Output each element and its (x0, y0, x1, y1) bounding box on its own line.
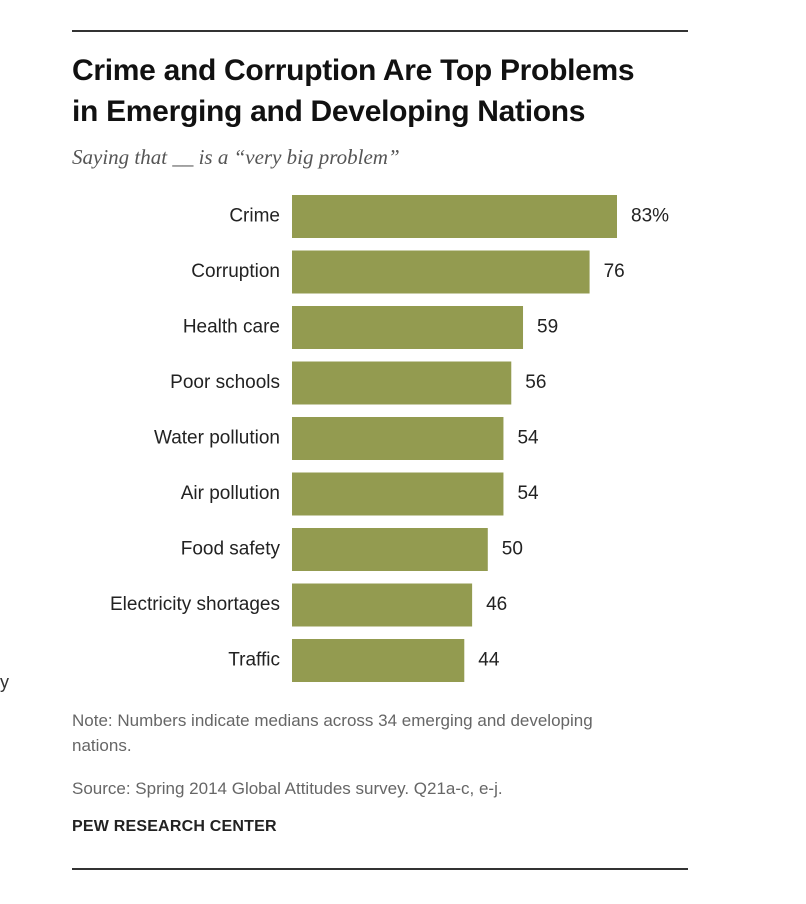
chart-title-line-2: in Emerging and Developing Nations (72, 95, 586, 128)
value-label-traffic: 44 (478, 650, 500, 671)
top-rule (72, 30, 688, 32)
category-label-poor-schools: Poor schools (170, 372, 280, 393)
bar-corruption (292, 250, 590, 294)
stray-mark: y (0, 672, 9, 692)
category-label-traffic: Traffic (228, 650, 280, 671)
value-label-poor-schools: 56 (525, 372, 546, 393)
category-label-crime: Crime (229, 206, 280, 227)
chart-subtitle: Saying that __ is a “very big problem” (72, 145, 400, 169)
chart-title-line-1: Crime and Corruption Are Top Problems (72, 54, 635, 87)
bar-crime (292, 195, 617, 238)
category-label-health-care: Health care (183, 317, 280, 338)
value-label-crime: 83% (631, 206, 669, 227)
value-label-corruption: 76 (604, 261, 625, 282)
category-label-food-safety: Food safety (181, 539, 281, 560)
bar-traffic (292, 639, 465, 682)
value-label-food-safety: 50 (502, 539, 523, 560)
value-label-air-pollution: 54 (517, 483, 539, 504)
bar-poor-schools (292, 361, 512, 405)
bar-water-pollution (292, 417, 504, 460)
bar-electricity-shortages (292, 583, 473, 627)
bar-chart: Crime 83% Corruption 76 Health care 59 Poor sc… (110, 195, 669, 682)
category-label-water-pollution: Water pollution (154, 428, 280, 449)
credit-line: PEW RESEARCH CENTER (72, 818, 277, 835)
bar-food-safety (292, 528, 488, 571)
chart-source: Source: Spring 2014 Global Attitudes sur… (72, 779, 503, 798)
category-label-corruption: Corruption (191, 261, 280, 282)
bottom-rule (72, 868, 688, 870)
chart-note: Note: Numbers indicate medians across 34… (72, 711, 593, 755)
value-label-water-pollution: 54 (517, 428, 539, 449)
value-label-electricity-shortages: 46 (486, 594, 507, 615)
chart-title: Crime and Corruption Are Top Problems in… (72, 50, 692, 132)
category-label-electricity-shortages: Electricity shortages (110, 594, 280, 615)
category-label-air-pollution: Air pollution (181, 483, 280, 504)
value-label-health-care: 59 (537, 317, 558, 338)
bar-health-care (292, 306, 524, 349)
bar-air-pollution (292, 472, 504, 516)
